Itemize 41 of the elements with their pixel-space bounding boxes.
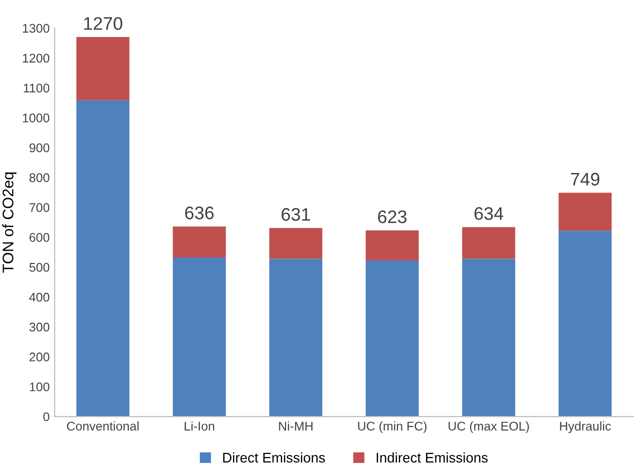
bar — [76, 100, 130, 417]
x-tick-label: UC (max EOL) — [448, 421, 529, 434]
bar — [462, 227, 516, 259]
y-tick-label: 400 — [29, 292, 50, 302]
bar — [558, 230, 612, 417]
y-tick-label: 1200 — [22, 54, 50, 63]
bar — [76, 37, 130, 100]
x-tick-label: Ni-MH — [279, 421, 312, 430]
bar — [269, 228, 322, 259]
bar — [462, 258, 516, 417]
bar — [172, 226, 226, 258]
y-tick-label: 0 — [43, 412, 50, 422]
total-label: 636 — [185, 206, 214, 220]
legend-label: Direct Emissions — [223, 452, 325, 463]
y-tick-label: 1000 — [22, 114, 50, 122]
x-tick-label: Conventional — [67, 421, 139, 431]
legend-label: Indirect Emissions — [376, 452, 488, 463]
y-axis-title: TON of CO2eq — [2, 172, 16, 273]
x-tick-label: Li-Ion — [184, 421, 214, 431]
bar — [269, 258, 322, 417]
y-tick-label: 300 — [29, 322, 50, 332]
y-tick-label: 600 — [30, 233, 50, 242]
total-label: 623 — [378, 210, 406, 224]
bar — [558, 192, 612, 231]
y-tick-label: 700 — [30, 203, 50, 212]
total-label: 634 — [474, 207, 504, 220]
y-tick-label: 200 — [30, 352, 50, 362]
bar — [366, 260, 419, 417]
y-tick-label: 500 — [29, 262, 50, 272]
bar — [172, 258, 226, 417]
total-label: 749 — [570, 172, 600, 186]
y-tick-label: 1300 — [22, 24, 50, 33]
y-tick-label: 100 — [30, 382, 50, 392]
y-tick-label: 1100 — [24, 84, 50, 92]
x-tick-label: UC (min FC) — [358, 421, 427, 434]
y-tick-label: 900 — [30, 143, 50, 152]
bar — [366, 230, 419, 261]
total-label: 1270 — [84, 17, 122, 30]
y-tick-label: 800 — [29, 173, 50, 182]
x-tick-label: Hydraulic — [560, 421, 611, 434]
total-label: 631 — [282, 208, 310, 221]
